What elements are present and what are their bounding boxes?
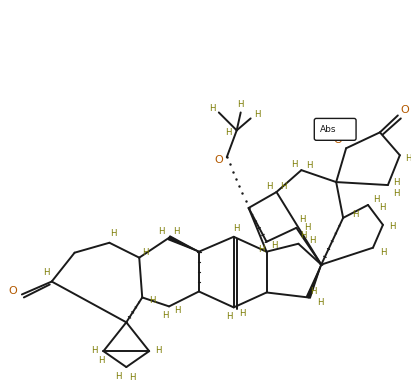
Text: H: H [240, 309, 246, 318]
Text: H: H [306, 161, 313, 170]
Text: H: H [406, 154, 411, 163]
Text: H: H [44, 268, 50, 277]
Text: H: H [291, 160, 298, 169]
Text: H: H [390, 222, 396, 231]
Polygon shape [168, 236, 199, 252]
Text: H: H [233, 224, 240, 233]
Text: H: H [310, 287, 316, 296]
Text: H: H [155, 346, 162, 355]
Text: H: H [91, 346, 98, 355]
Text: H: H [226, 128, 232, 137]
Text: H: H [299, 215, 306, 224]
Text: O: O [400, 106, 409, 115]
Text: H: H [317, 298, 323, 307]
Text: H: H [280, 181, 287, 190]
Text: Abs: Abs [320, 125, 337, 134]
FancyBboxPatch shape [314, 118, 356, 140]
Polygon shape [307, 265, 321, 298]
Text: H: H [98, 355, 105, 364]
Text: H: H [259, 245, 265, 254]
Text: H: H [210, 104, 216, 113]
Text: H: H [304, 223, 311, 232]
Text: H: H [149, 296, 155, 305]
Text: O: O [9, 287, 17, 296]
Text: H: H [238, 100, 244, 109]
Text: H: H [300, 231, 307, 240]
Text: H: H [271, 241, 278, 250]
Text: H: H [162, 311, 169, 320]
Text: O: O [334, 135, 342, 145]
Text: O: O [215, 155, 223, 165]
Text: H: H [309, 236, 316, 245]
Text: H: H [394, 188, 400, 197]
Text: H: H [226, 312, 233, 321]
Text: H: H [373, 196, 379, 204]
Text: H: H [266, 181, 273, 190]
Text: H: H [380, 248, 386, 257]
Text: H: H [110, 229, 117, 238]
Text: H: H [174, 306, 180, 315]
Text: H: H [352, 210, 358, 219]
Text: H: H [158, 227, 164, 236]
Text: H: H [142, 248, 148, 257]
Text: H: H [379, 203, 385, 212]
Text: H: H [129, 373, 136, 382]
Text: H: H [254, 110, 261, 119]
Text: H: H [115, 371, 122, 380]
Text: H: H [173, 227, 179, 236]
Text: H: H [394, 178, 400, 187]
